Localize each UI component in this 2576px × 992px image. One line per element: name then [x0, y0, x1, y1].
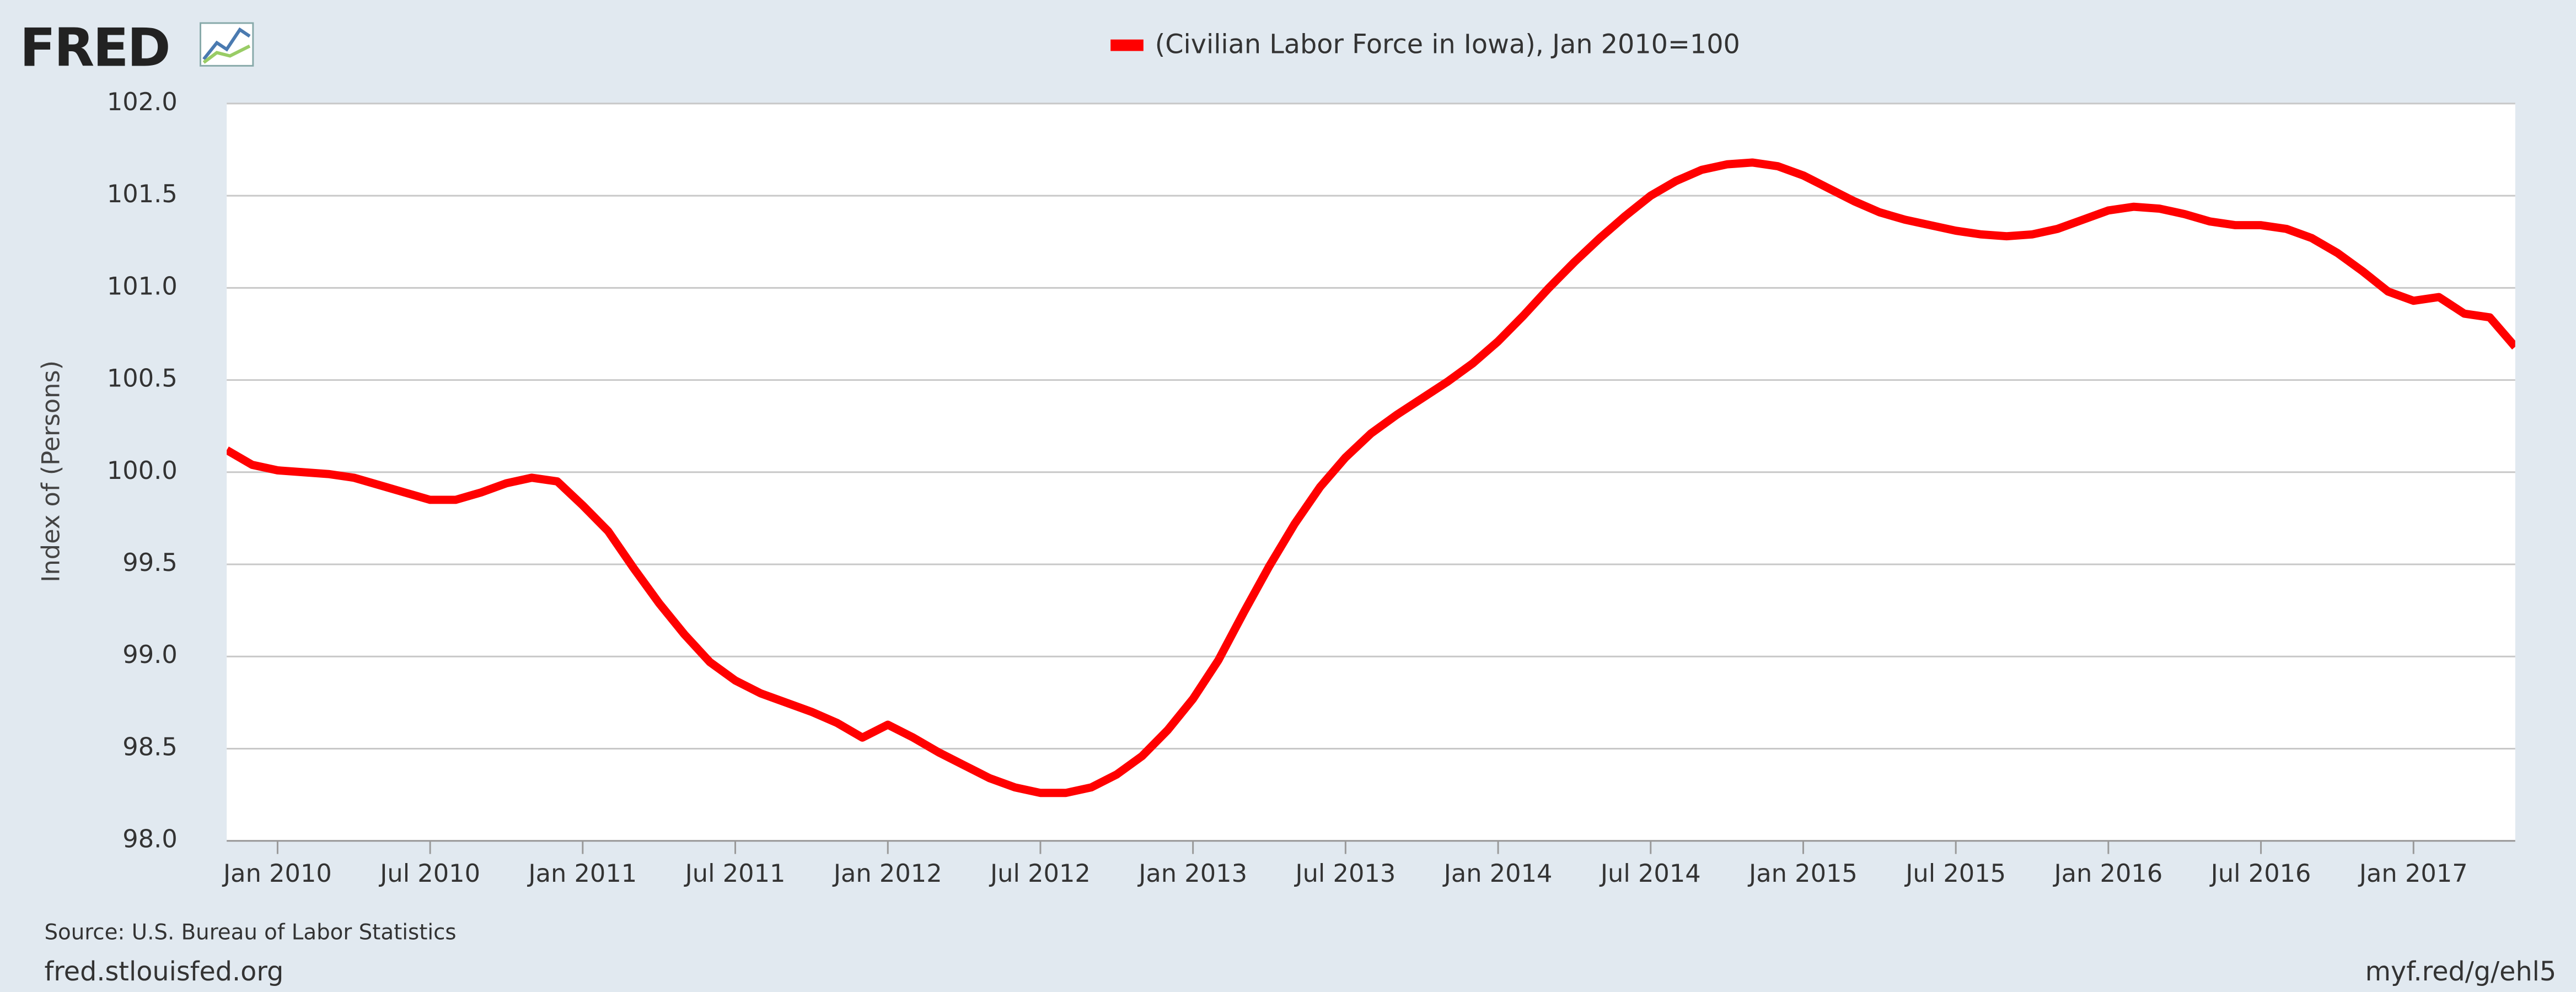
x-tick-label: Jan 2014 — [1442, 859, 1553, 888]
x-tick-label: Jan 2017 — [2358, 859, 2468, 888]
legend-swatch — [1110, 39, 1144, 51]
y-tick-label: 98.5 — [122, 732, 177, 761]
y-tick-label: 98.0 — [122, 825, 177, 854]
x-tick-label: Jul 2014 — [1599, 859, 1701, 888]
short-link: myf.red/g/ehl5 — [2365, 957, 2557, 987]
y-tick-label: 101.5 — [107, 180, 178, 208]
x-tick-label: Jan 2015 — [1747, 859, 1858, 888]
y-tick-label: 99.5 — [122, 548, 177, 577]
legend-label: (Civilian Labor Force in Iowa), Jan 2010… — [1155, 30, 1740, 60]
y-tick-label: 100.0 — [107, 456, 178, 485]
data-line — [227, 158, 2515, 797]
x-tick-label: Jul 2010 — [378, 859, 480, 888]
site-link: fred.stlouisfed.org — [44, 957, 283, 987]
y-tick-label: 102.0 — [107, 88, 178, 116]
y-axis-label: Index of (Persons) — [36, 360, 65, 583]
source: Source: U.S. Bureau of Labor Statistics — [44, 920, 456, 945]
x-tick-label: Jul 2012 — [989, 859, 1091, 888]
x-tick-label: Jul 2015 — [1904, 859, 2006, 888]
logo-icon — [200, 22, 254, 67]
x-tick-label: Jul 2013 — [1294, 859, 1396, 888]
x-tick-label: Jan 2011 — [527, 859, 637, 888]
y-tick-label: 99.0 — [122, 640, 177, 669]
y-tick-label: 100.5 — [107, 364, 178, 393]
x-tick-label: Jul 2016 — [2209, 859, 2311, 888]
x-tick-label: Jul 2011 — [684, 859, 786, 888]
series-group — [227, 158, 2515, 797]
y-tick-label: 101.0 — [107, 272, 178, 300]
x-tick-label: Jan 2013 — [1137, 859, 1247, 888]
x-tick-label: Jan 2016 — [2052, 859, 2162, 888]
logo: FRED — [20, 18, 169, 78]
x-tick-label: Jan 2010 — [222, 859, 332, 888]
x-tick-label: Jan 2012 — [832, 859, 942, 888]
